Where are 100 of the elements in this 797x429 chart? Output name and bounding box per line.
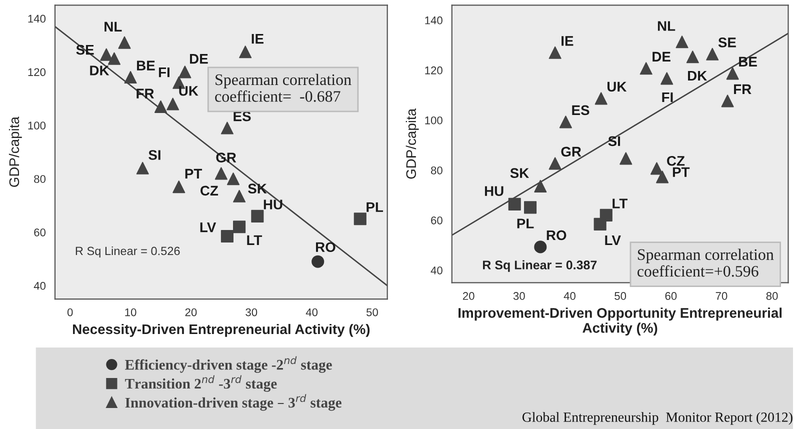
point [233,190,246,202]
data-label: LV [200,222,216,232]
point [548,157,562,170]
point [726,67,739,80]
y-tick-label: 120 [425,66,442,74]
point [594,218,606,230]
x-tick-label: 0 [67,308,73,316]
point [721,94,734,108]
point [508,198,521,210]
x-tick-label: 50 [366,308,378,316]
point [239,46,252,58]
point [172,180,186,194]
data-label: BE [137,60,155,70]
data-label: DE [190,54,208,64]
point [178,66,192,78]
data-label: IE [562,36,574,46]
text: Global Entrepreneurship Monitor Report (2012) [522,412,792,425]
point [660,72,674,85]
point [534,240,547,254]
point [233,220,246,234]
data-label: UK [179,86,198,96]
data-label: IE [252,34,264,44]
data-label: PT [672,167,690,177]
point [108,52,120,65]
y-axis-title: GDP/capita [406,108,419,179]
point [166,98,180,110]
data-label: RO [546,230,566,240]
data-label: ES [572,105,590,116]
point [524,201,537,214]
data-label: NL [104,22,122,32]
data-label: SE [718,38,736,48]
data-label: RO [316,242,336,252]
y-tick-label: 100 [425,116,442,124]
point [594,92,608,105]
annotation: R Sq Linear = 0.387 [483,260,597,272]
x-tick-label: 60 [665,292,677,300]
point [136,162,149,174]
legend-label: Efficiency-driven stage -2$^{nd}$ stage [125,356,332,373]
data-label: HU [484,186,504,196]
point [548,46,562,59]
data-label: FR [734,84,752,94]
point [686,50,699,64]
point [220,122,234,134]
data-label: BE [739,56,757,66]
data-label: DK [688,70,708,81]
y-axis-title: GDP/capita [8,116,22,187]
data-label: SK [510,168,530,178]
point [118,36,131,49]
data-label: FI [662,92,673,102]
annotation: Spearman correlation coefficient= -0.687 [215,74,352,102]
x-tick-label: 50 [614,292,626,300]
y-tick-label: 60 [431,216,442,224]
point [656,170,669,184]
point [251,210,264,222]
point [676,36,688,48]
data-label: PL [366,202,384,212]
data-label: FI [158,68,170,78]
data-label: LT [247,235,262,245]
legend-label: Transition 2$^{nd}$ -3$^{rd}$ stage [125,375,277,392]
x-tick-label: 30 [246,308,258,316]
y-tick-label: 140 [425,16,442,24]
y-tick-label: 60 [34,228,46,236]
x-tick-label: 70 [716,292,728,300]
data-label: DK [90,66,110,76]
x-tick-label: 40 [564,292,576,300]
point [559,116,572,128]
point [100,48,113,61]
point [226,172,240,186]
data-label: DE [652,52,670,62]
data-label: PT [185,168,202,178]
data-label: CZ [200,186,218,196]
point [706,48,719,60]
y-tick-label: 140 [28,14,46,23]
legend-label: Innovation-driven stage – 3$^{rd}$ stage [125,394,342,411]
y-tick-label: 40 [430,266,442,274]
annotation: Spearman correlation coefficient=+0.596 [637,248,774,277]
data-label: CZ [667,156,685,166]
point [620,152,632,165]
annotation: R Sq Linear = 0.526 [76,246,180,258]
y-tick-label: 100 [28,122,46,130]
data-label: UK [607,82,627,92]
x-tick-label: 20 [462,292,474,300]
point [220,230,234,243]
data-label: LV [605,235,621,246]
y-tick-label: 80 [34,175,46,183]
point [312,255,324,268]
data-label: LT [612,198,628,208]
x-tick-label: 20 [185,308,197,316]
x-tick-label: 30 [513,292,525,300]
x-tick-label: 40 [306,308,318,316]
x-tick-label: 10 [125,308,136,316]
x-axis-title: Necessity-Driven Entrepreneurial Activity (%) [73,324,370,337]
point [124,71,137,84]
y-tick-label: 120 [28,68,46,76]
point [354,212,366,226]
point [214,167,228,180]
x-axis-title: Improvement-Driven Opportunity Entrepreneurial Activity (%) [458,308,782,336]
point [650,162,664,175]
data-label: PL [517,218,534,228]
y-tick-label: 40 [34,282,46,290]
